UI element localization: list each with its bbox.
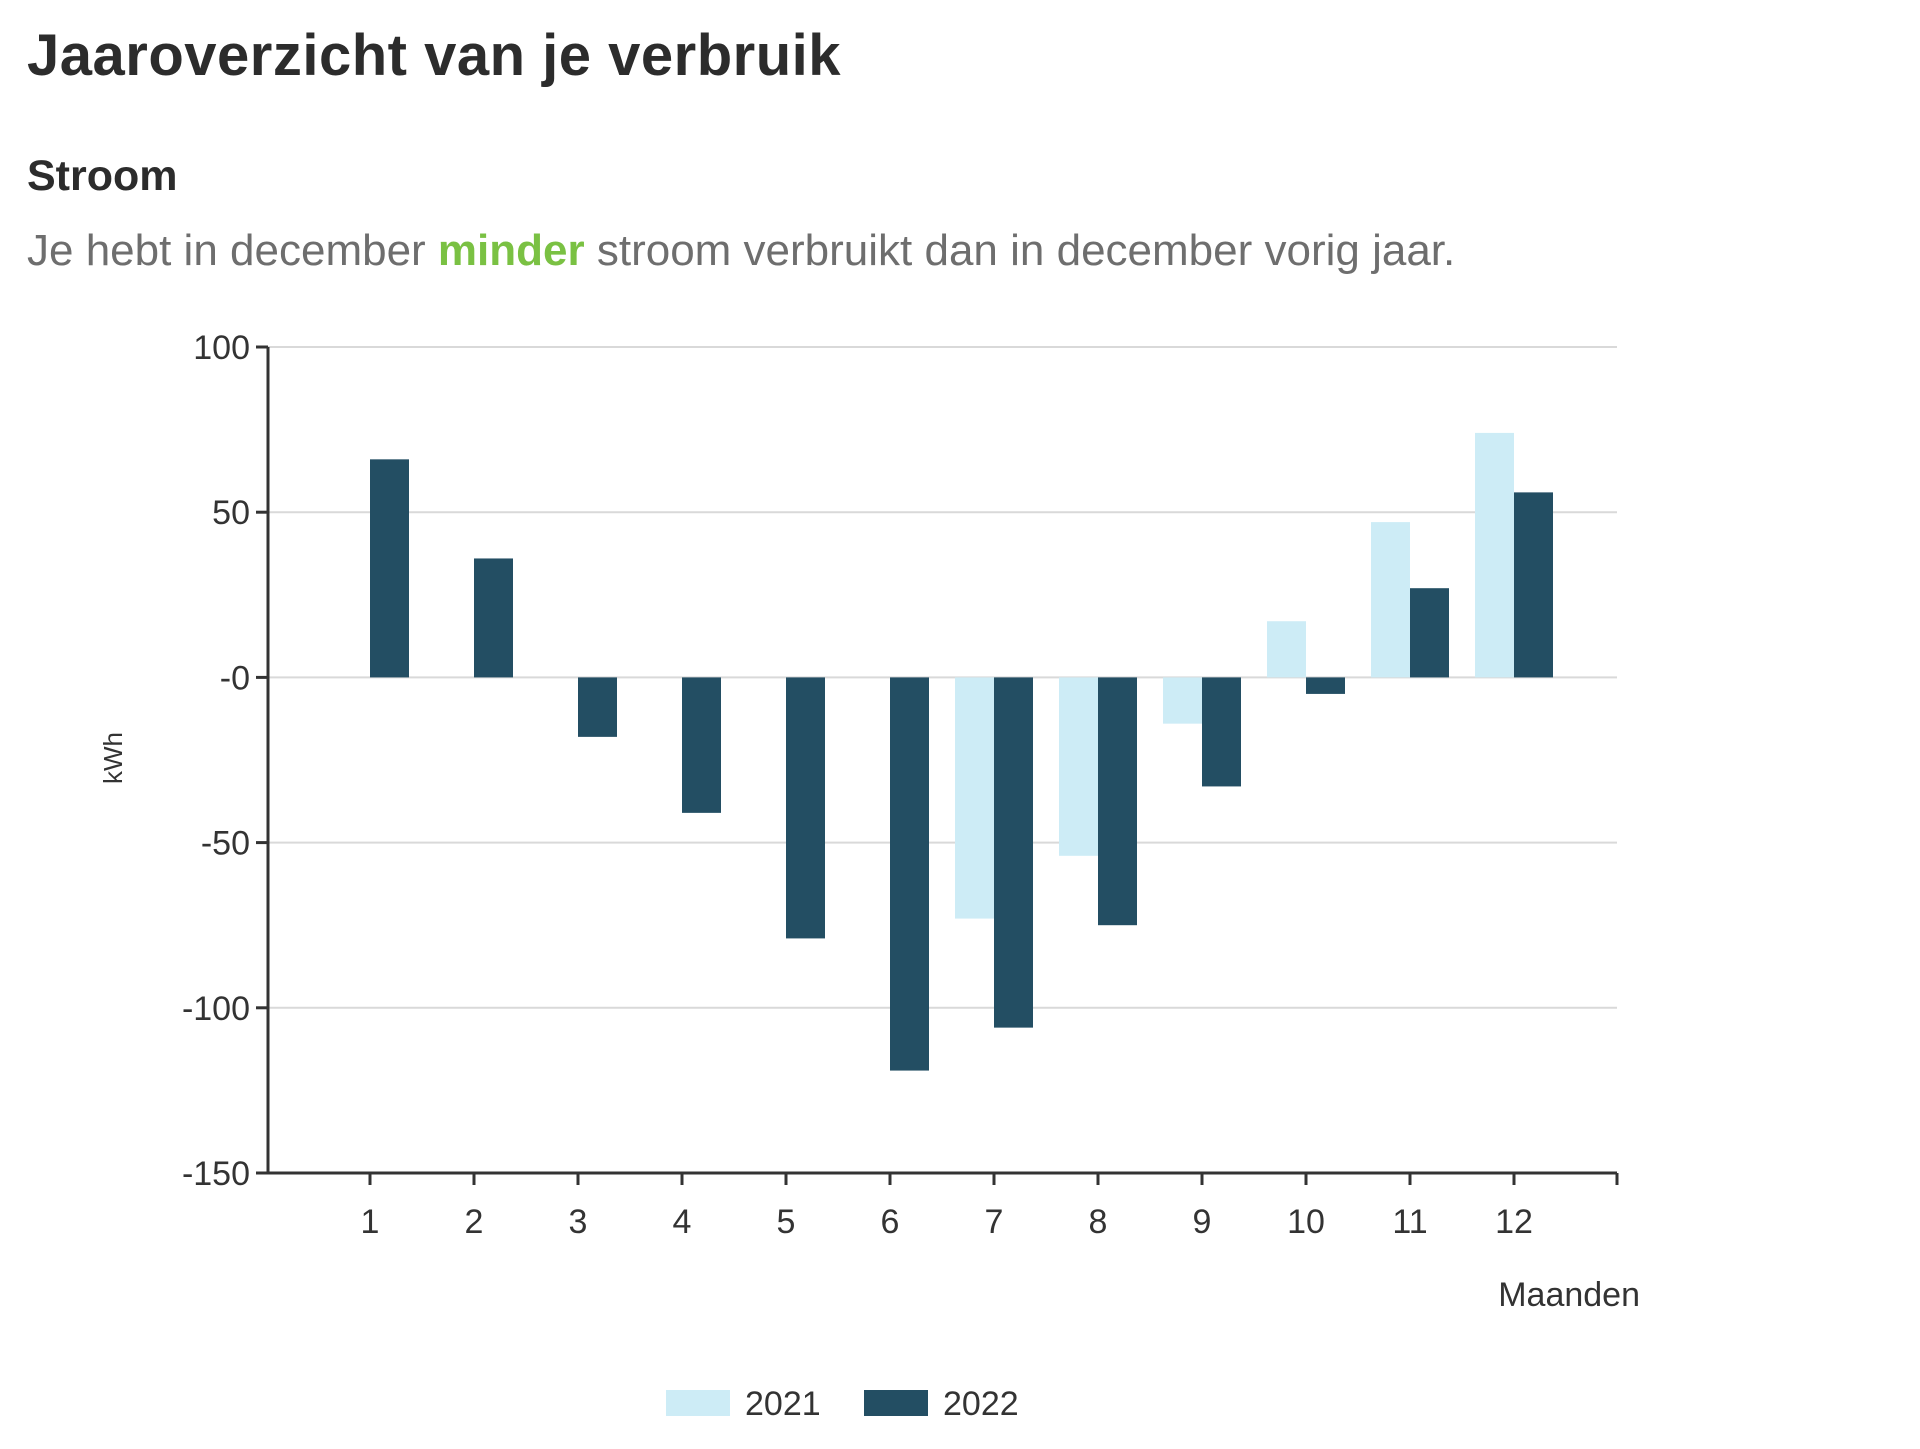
bar-2022-month-7: [994, 677, 1033, 1028]
section-title: Stroom: [27, 152, 178, 200]
x-tick-label: 2: [465, 1203, 484, 1241]
bar-2022-month-1: [370, 459, 409, 678]
legend-swatch-2021: [666, 1390, 730, 1416]
bar-2021-month-12: [1475, 432, 1514, 678]
bar-2021-month-9: [1163, 677, 1202, 724]
x-tick-label: 6: [881, 1203, 900, 1241]
x-tick-label: 9: [1193, 1203, 1212, 1241]
bar-2022-month-10: [1306, 677, 1345, 694]
x-tick-labels: 1 2 3 4 5 6 7 8 9 10 11 12: [361, 1203, 1533, 1241]
y-tick-label: -0: [220, 659, 250, 697]
x-tick-label: 7: [985, 1203, 1004, 1241]
bar-2022-month-12: [1514, 492, 1553, 678]
bar-2021-month-7: [955, 677, 994, 919]
y-tick-labels: 100 50 -0 -50 -100 -150: [182, 329, 250, 1193]
bar-2022-month-3: [578, 677, 617, 737]
y-tick-label: -100: [182, 990, 250, 1028]
bar-2022-month-6: [890, 677, 929, 1071]
summary-text-before: Je hebt in december: [27, 226, 438, 275]
bar-2022-month-5: [786, 677, 825, 939]
legend-label-2022: 2022: [943, 1385, 1019, 1423]
y-tick-label: -50: [201, 825, 250, 863]
legend: 2021 2022: [666, 1385, 1019, 1423]
x-tick-label: 10: [1287, 1203, 1325, 1241]
x-axis-label: Maanden: [1498, 1276, 1640, 1314]
bar-2021-month-8: [1059, 677, 1098, 856]
bars: [370, 432, 1553, 1071]
x-tick-label: 12: [1495, 1203, 1533, 1241]
x-tick-label: 8: [1089, 1203, 1108, 1241]
x-tick-label: 3: [569, 1203, 588, 1241]
legend-label-2021: 2021: [745, 1385, 821, 1423]
bar-2022-month-4: [682, 677, 721, 813]
y-tick-label: -150: [182, 1155, 250, 1193]
bar-2022-month-11: [1410, 588, 1449, 678]
y-tick-label: 50: [212, 494, 250, 532]
y-axis-label: kWh: [98, 732, 128, 784]
y-tick-label: 100: [193, 329, 250, 367]
legend-swatch-2022: [864, 1390, 928, 1416]
axes: [256, 345, 1619, 1185]
x-tick-label: 1: [361, 1203, 380, 1241]
summary-text-after: stroom verbruikt dan in december vorig j…: [584, 226, 1456, 275]
page-title: Jaaroverzicht van je verbruik: [27, 23, 842, 88]
x-tick-label: 4: [673, 1203, 692, 1241]
x-tick-label: 5: [777, 1203, 796, 1241]
bar-2022-month-9: [1202, 677, 1241, 787]
bar-2021-month-11: [1371, 522, 1410, 678]
x-tick-label: 11: [1392, 1203, 1427, 1241]
summary-highlight: minder: [437, 226, 585, 275]
bar-2021-month-10: [1267, 621, 1306, 678]
usage-summary: Je hebt in december minder stroom verbru…: [27, 226, 1455, 276]
bar-2022-month-2: [474, 558, 513, 678]
bar-2022-month-8: [1098, 677, 1137, 926]
